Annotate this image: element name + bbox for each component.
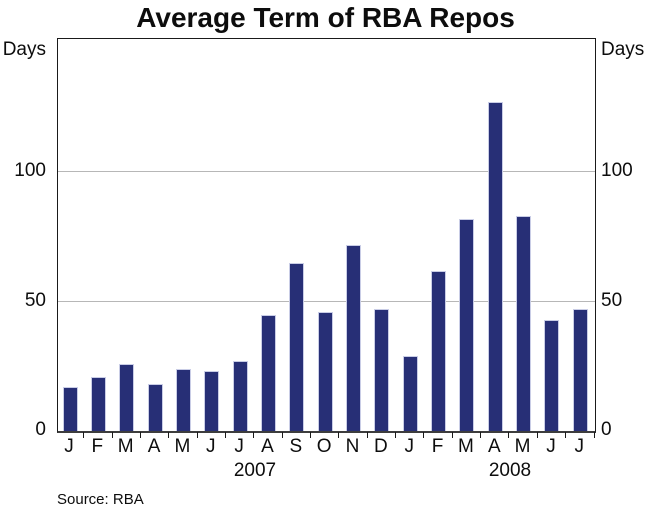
year-label-2008: 2008 [488, 460, 532, 481]
x-tick-mark [281, 432, 283, 438]
bar-feb-2007 [90, 377, 106, 431]
bar-apr-2008 [487, 102, 503, 431]
bar-nov-2007 [346, 245, 361, 431]
bar-jul-2008 [572, 309, 588, 431]
x-tick-label: M [514, 436, 531, 457]
x-tick-mark [310, 432, 311, 438]
x-tick-label: A [147, 436, 161, 457]
bar-jun-2008 [544, 320, 560, 431]
y-tick-label-left-50: 50 [24, 290, 46, 311]
bar-apr-2007 [147, 384, 163, 431]
y-tick-label-right-0: 0 [601, 419, 612, 440]
y-tick-label-left-0: 0 [35, 419, 46, 440]
x-tick-label: J [404, 436, 414, 457]
y-tick-label-right-100: 100 [601, 160, 633, 181]
chart-title: Average Term of RBA Repos [136, 2, 515, 33]
bar-mar-2007 [119, 364, 135, 431]
bar-mar-2008 [459, 219, 475, 431]
bar-jan-2008 [402, 356, 418, 431]
x-tick-mark [565, 432, 567, 438]
x-tick-mark [480, 432, 482, 438]
x-tick-label: D [374, 436, 388, 457]
x-tick-label: S [289, 436, 303, 457]
x-tick-mark [423, 432, 425, 438]
bar-jan-2007 [62, 387, 78, 431]
bar-jul-2007 [232, 361, 248, 431]
x-tick-label: F [91, 436, 104, 457]
x-tick-mark [366, 432, 368, 438]
bar-feb-2008 [431, 271, 447, 431]
x-tick-mark [83, 432, 85, 438]
gridline-100 [58, 171, 595, 172]
x-tick-mark [536, 432, 538, 438]
x-tick-mark [196, 432, 198, 438]
y-tick-label-right-50: 50 [601, 290, 623, 311]
x-tick-label: J [64, 436, 74, 457]
x-tick-mark [168, 432, 170, 438]
x-tick-label: A [487, 436, 501, 457]
bar-jun-2007 [204, 371, 220, 431]
x-tick-label: J [574, 436, 585, 457]
x-tick-label: M [117, 436, 134, 457]
x-tick-label: J [206, 436, 216, 457]
x-tick-label: M [457, 436, 474, 457]
x-tick-mark [593, 432, 595, 438]
x-tick-mark [395, 432, 396, 438]
bar-may-2008 [516, 216, 532, 431]
x-tick-label: F [431, 436, 444, 457]
bar-may-2007 [175, 369, 191, 431]
y-axis-unit-label-left: Days [2, 39, 46, 60]
bar-aug-2007 [260, 315, 276, 431]
x-tick-mark [224, 432, 226, 438]
bar-oct-2007 [317, 312, 333, 431]
bar-sep-2007 [289, 263, 305, 431]
x-tick-mark [508, 432, 510, 438]
x-tick-mark [139, 432, 141, 438]
x-tick-label: J [546, 436, 556, 457]
y-tick-label-left-100: 100 [14, 160, 46, 181]
x-tick-mark [111, 432, 113, 438]
x-tick-label: O [316, 436, 332, 457]
x-tick-label: N [345, 436, 360, 457]
x-tick-label: A [261, 436, 274, 457]
x-tick-label: M [174, 436, 191, 457]
x-tick-label: J [234, 436, 244, 457]
plot-area [57, 38, 596, 433]
year-label-2007: 2007 [233, 460, 277, 481]
x-tick-mark [253, 432, 255, 438]
source-note: Source: RBA [57, 491, 144, 508]
y-axis-unit-label-right: Days [601, 39, 645, 60]
x-tick-mark [451, 432, 453, 438]
x-tick-mark [338, 432, 340, 438]
bar-dec-2007 [374, 309, 390, 431]
gridline-50 [58, 301, 595, 302]
